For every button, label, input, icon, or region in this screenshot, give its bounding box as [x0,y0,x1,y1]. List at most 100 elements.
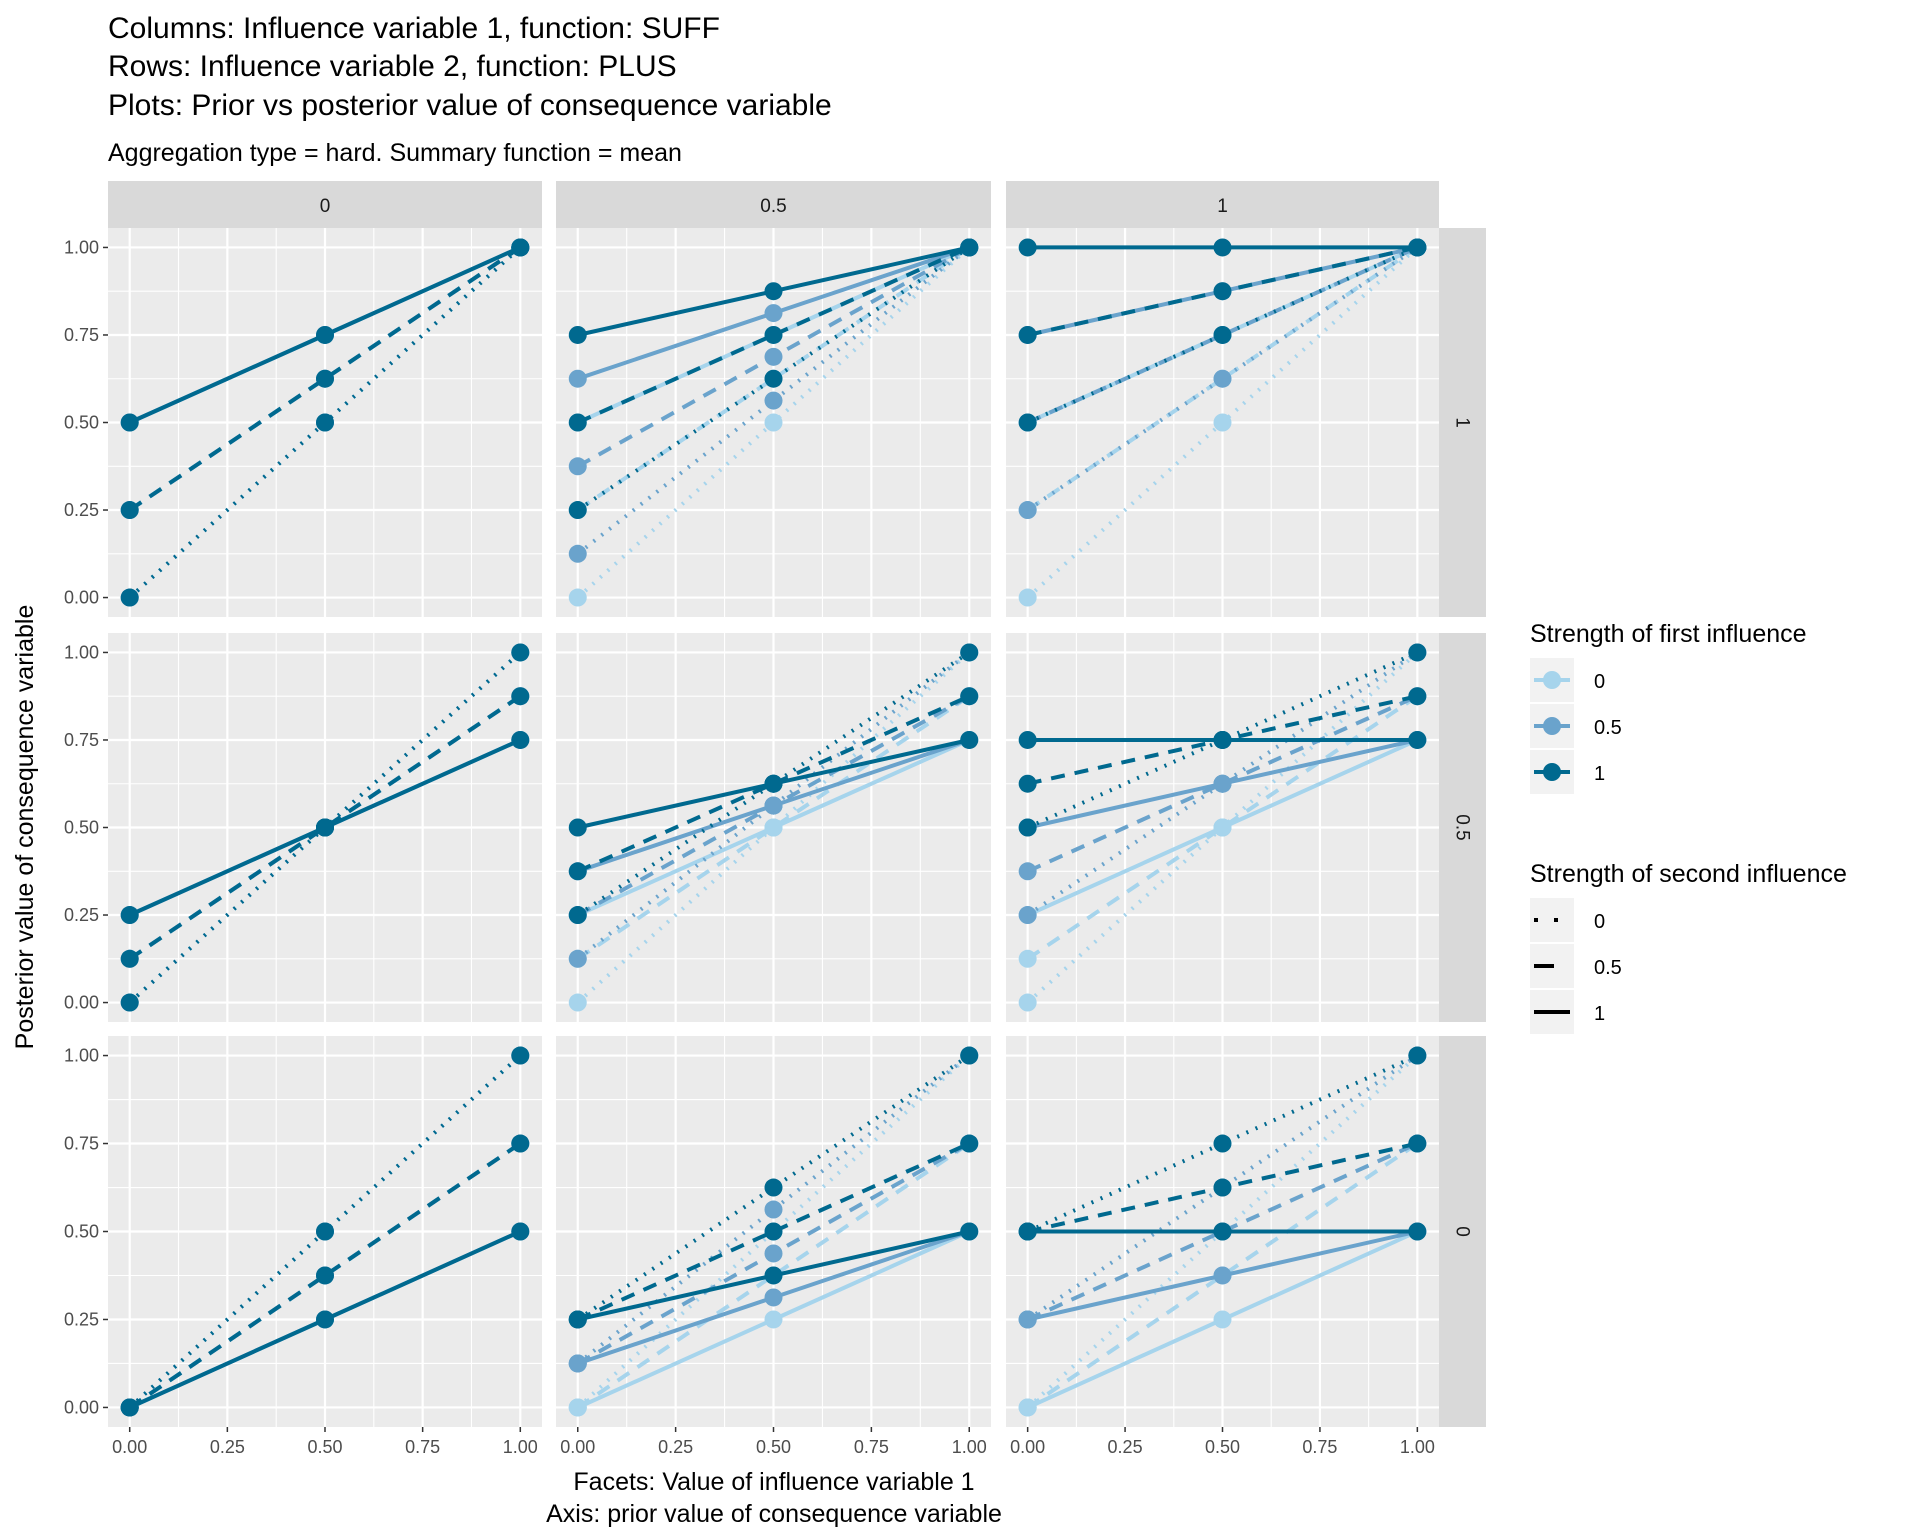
data-point [1018,730,1037,749]
legend: Strength of first influence Strength of … [1530,620,1847,1034]
x-tick-label: 0.75 [854,1437,889,1457]
data-point [764,347,783,366]
data-point [568,588,587,607]
data-point [764,1222,783,1241]
row-strip: 0 [1439,1036,1486,1427]
data-point [511,1134,530,1153]
legend-color-entry-1: 1 [1530,750,1605,794]
x-tick-label: 0.25 [1108,1437,1143,1457]
data-point [1213,1178,1232,1197]
panel-row-1-col-0.5 [556,228,991,617]
data-point [1213,774,1232,793]
data-point [1408,1046,1427,1065]
data-point [960,238,979,257]
title-line-3: Plots: Prior vs posterior value of conse… [108,89,832,122]
data-point [1018,1398,1037,1417]
data-point [960,1134,979,1153]
data-point [568,413,587,432]
x-axis-title-line-2: Axis: prior value of consequence variabl… [546,1500,1002,1528]
legend-color-label: 0.5 [1594,717,1622,739]
legend-linetype-label: 0.5 [1594,957,1622,979]
data-point [1213,413,1232,432]
y-tick-label: 0.25 [64,905,99,925]
row-strip-label: 1 [1452,417,1473,428]
row-strip-label: 0.5 [1452,814,1473,840]
column-strip-bg [1006,181,1439,228]
y-tick-label: 0.50 [64,413,99,433]
x-tick-label: 1.00 [1400,1437,1435,1457]
y-tick-label: 0.00 [64,993,99,1013]
x-tick-label: 1.00 [952,1437,987,1457]
data-point [764,1200,783,1219]
data-point [764,391,783,410]
legend-color-title: Strength of first influence [1530,620,1807,648]
data-point [764,1288,783,1307]
legend-linetype-title: Strength of second influence [1530,860,1847,888]
data-point [1018,862,1037,881]
column-strip: 0.5 [556,181,991,228]
x-tick-label: 0.75 [1302,1437,1337,1457]
x-tick-label: 0.25 [210,1437,245,1457]
data-point [568,325,587,344]
data-point [1018,906,1037,925]
data-point [511,238,530,257]
data-point [316,413,334,432]
column-strip-label: 0 [320,196,331,217]
x-tick-label: 1.00 [503,1437,538,1457]
subtitle: Aggregation type = hard. Summary functio… [108,139,682,167]
data-point [568,501,587,520]
legend-color-entry-0.5: 0.5 [1530,704,1622,748]
column-strip-label: 0.5 [760,196,786,217]
legend-linetype-entry-0: 0 [1530,898,1605,942]
data-point [1018,413,1037,432]
y-tick-label: 0.50 [64,1222,99,1242]
panel-row-0-col-1 [1006,1036,1439,1427]
y-axis-title: Posterior value of consequence variable [11,605,39,1050]
panel-row-1-col-0 [108,228,542,617]
legend-color-entry-0: 0 [1530,658,1605,702]
data-point [120,993,139,1012]
data-point [1408,1222,1427,1241]
y-tick-label: 0.25 [64,1309,99,1329]
data-point [1213,1222,1232,1241]
y-tick-label: 1.00 [64,1046,99,1066]
series-line-s1-0-s2-0.5 [1026,1141,1419,1410]
data-point [764,774,783,793]
data-point [960,1046,979,1065]
data-point [316,1222,334,1241]
data-point [316,369,334,388]
data-point [316,1310,334,1329]
data-point [960,730,979,749]
x-tick-label: 0.00 [112,1437,147,1457]
legend-color-label: 1 [1594,763,1605,785]
data-point [1018,949,1037,968]
data-point [1018,993,1037,1012]
data-point [1018,1222,1037,1241]
data-point [1018,325,1037,344]
panel-row-0-col-0.5 [556,1036,991,1427]
legend-linetype-label: 1 [1594,1003,1605,1025]
data-point [511,1222,530,1241]
data-point [764,413,783,432]
data-point [1408,1134,1427,1153]
data-point [316,1266,334,1285]
data-point [960,687,979,706]
data-point [568,993,587,1012]
y-tick-label: 0.75 [64,730,99,750]
series-line-s1-1-s2-0.5 [128,1141,522,1410]
y-tick-label: 0.25 [64,500,99,520]
series-line-s1-0-s2-0.5 [576,694,971,961]
title-line-1: Columns: Influence variable 1, function:… [108,12,720,45]
data-point [764,1266,783,1285]
data-point [568,457,587,476]
y-tick-label: 0.00 [64,588,99,608]
column-strip-label: 1 [1217,196,1228,217]
data-point [960,643,979,662]
row-strip: 1 [1439,228,1486,617]
title-line-2: Rows: Influence variable 2, function: PL… [108,50,677,83]
data-point [316,818,334,837]
panel-row-1-col-1 [1006,228,1439,617]
data-point [764,325,783,344]
data-point [120,501,139,520]
